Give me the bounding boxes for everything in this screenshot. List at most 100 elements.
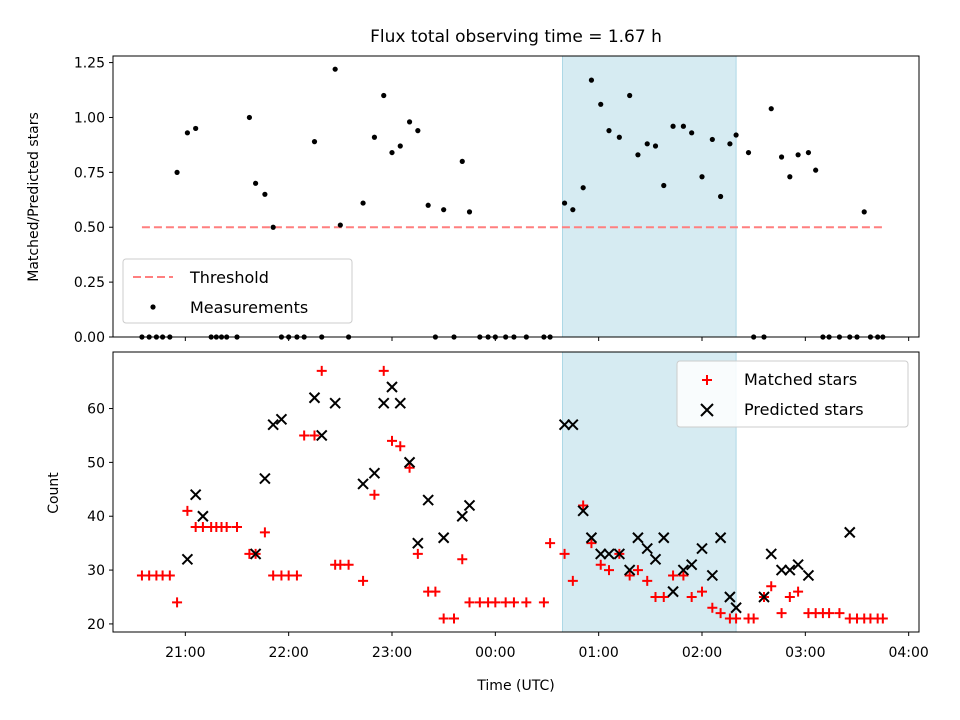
predicted-star-marker — [632, 532, 644, 544]
measurement-point — [616, 134, 622, 140]
predicted-star-marker — [259, 472, 271, 485]
predicted-star-marker — [765, 548, 777, 560]
measurement-point — [768, 106, 774, 112]
measurement-point — [262, 191, 268, 197]
measurement-point — [727, 141, 733, 147]
legend-threshold-label: Threshold — [189, 268, 269, 287]
ratio-panel: 0.00 0.25 0.50 0.75 1.00 1.25 Threshold Measure… — [74, 55, 920, 346]
matched-star-marker — [793, 586, 804, 597]
legend-predicted-label: Predicted stars — [744, 400, 864, 419]
measurement-point — [733, 132, 739, 138]
matched-star-marker — [595, 559, 606, 570]
matched-star-marker — [232, 522, 242, 532]
x-tick-label: 01:00 — [578, 645, 618, 661]
matched-star-marker — [604, 565, 614, 576]
matched-star-marker — [766, 581, 777, 592]
measurement-point — [652, 143, 659, 149]
measurement-point — [644, 141, 650, 147]
matched-star-marker — [521, 597, 532, 608]
matched-star-marker — [430, 586, 441, 597]
predicted-star-marker — [463, 499, 476, 512]
measurement-point — [415, 128, 421, 134]
matched-star-marker — [545, 538, 556, 549]
measurement-point — [561, 200, 568, 206]
measurement-point — [466, 209, 473, 215]
predicted-star-marker — [677, 564, 690, 576]
predicted-star-marker — [577, 505, 589, 517]
matched-star-marker — [877, 613, 888, 624]
matched-star-marker — [309, 430, 320, 441]
matched-star-marker — [834, 608, 845, 619]
x-axis-label: Time (UTC) — [476, 678, 554, 694]
predicted-star-marker — [641, 542, 653, 555]
predicted-star-marker — [706, 569, 719, 582]
y-tick-label: 60 — [87, 402, 105, 418]
predicted-star-marker — [802, 569, 815, 582]
x-tick-label: 00:00 — [475, 645, 515, 661]
predicted-star-marker — [329, 397, 341, 409]
legend-measurements-label: Measurements — [190, 298, 308, 317]
measurement-point — [680, 123, 687, 129]
predicted-star-marker — [378, 397, 390, 409]
axes-frame — [112, 351, 920, 633]
y-tick-label: 50 — [87, 455, 105, 471]
matched-star-marker — [449, 613, 459, 624]
measurement-point — [441, 207, 447, 213]
predicted-star-marker — [658, 532, 670, 544]
matched-star-marker — [490, 597, 501, 608]
predicted-star-marker — [181, 553, 194, 566]
matched-star-marker — [395, 441, 406, 452]
top-y-axis-label: Matched/Predicted stars — [26, 112, 42, 282]
y-tick-label: 1.00 — [74, 110, 105, 126]
matched-star-marker — [686, 592, 697, 602]
y-tick-label: 0.25 — [74, 275, 105, 291]
matched-star-marker — [567, 575, 578, 586]
predicted-star-marker — [368, 467, 381, 479]
matched-star-marker — [221, 522, 232, 532]
predicted-star-marker — [667, 585, 679, 598]
predicted-star-marker — [422, 494, 434, 506]
matched-star-marker — [538, 597, 549, 608]
matched-star-marker — [748, 613, 759, 624]
matched-star-marker — [559, 548, 570, 559]
measurement-point — [718, 193, 724, 200]
measurement-point — [588, 77, 595, 83]
matched-star-marker — [697, 586, 707, 597]
measurement-point — [337, 222, 343, 228]
predicted-star-marker — [649, 553, 662, 566]
x-tick-label: 04:00 — [888, 645, 928, 661]
predicted-star-marker — [844, 526, 856, 539]
predicted-star-marker — [685, 558, 698, 571]
measurement-point — [193, 125, 199, 132]
matched-star-marker — [291, 570, 302, 581]
matched-star-marker — [182, 505, 193, 516]
predicted-star-marker — [386, 381, 398, 393]
measurement-point — [270, 224, 276, 230]
matched-star-marker — [715, 608, 726, 619]
measurement-point — [360, 200, 366, 206]
matched-star-marker — [464, 597, 475, 608]
predicted-star-marker — [613, 548, 626, 560]
predicted-star-marker — [585, 532, 598, 544]
x-tick-label: 23:00 — [372, 645, 412, 661]
measurement-point — [425, 202, 431, 208]
observing-window-span — [562, 55, 737, 338]
predicted-star-marker — [275, 413, 288, 426]
predicted-star-marker — [603, 548, 615, 560]
matched-star-marker — [457, 554, 468, 565]
matched-star-marker — [668, 570, 679, 581]
matched-star-marker — [412, 548, 423, 559]
matched-star-marker — [172, 597, 183, 608]
measurement-point — [174, 169, 180, 175]
predicted-star-marker — [595, 548, 607, 560]
matched-star-marker — [642, 575, 653, 586]
matched-star-marker — [586, 538, 597, 549]
x-tick-label: 21:00 — [165, 645, 205, 661]
measurement-point — [253, 180, 259, 186]
y-tick-label: 0.75 — [74, 165, 105, 181]
measurement-point — [459, 158, 465, 164]
legend-matched-label: Matched stars — [744, 370, 857, 389]
matched-star-marker — [369, 489, 380, 500]
axes-frame — [112, 55, 920, 338]
